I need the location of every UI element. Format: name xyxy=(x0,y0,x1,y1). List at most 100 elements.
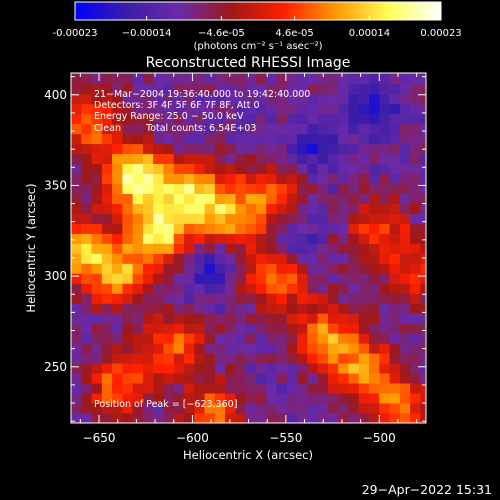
heatmap-cell xyxy=(81,223,92,234)
heatmap-cell xyxy=(142,193,154,204)
heatmap-cell xyxy=(122,293,134,304)
heatmap-cell xyxy=(163,163,175,175)
heatmap-cell xyxy=(348,403,360,414)
heatmap-cell xyxy=(410,413,421,423)
heatmap-cell xyxy=(81,383,92,394)
heatmap-cell xyxy=(317,293,329,304)
heatmap-cell xyxy=(410,223,421,234)
heatmap-cell xyxy=(317,133,329,145)
heatmap-cell xyxy=(389,73,401,85)
heatmap-cell xyxy=(379,333,390,344)
heatmap-cell xyxy=(266,253,277,264)
annotation-energy-range: Energy Range: 25.0 − 50.0 keV xyxy=(94,111,244,122)
heatmap-cell xyxy=(142,93,154,105)
heatmap-cell xyxy=(153,303,164,314)
heatmap-cell xyxy=(420,293,426,304)
heatmap-cell xyxy=(338,263,349,274)
heatmap-cell xyxy=(184,293,195,304)
heatmap-cell xyxy=(389,133,401,145)
heatmap-cell xyxy=(420,173,426,185)
heatmap-cell xyxy=(163,133,175,145)
heatmap-cell xyxy=(225,193,236,204)
heatmap-cell xyxy=(142,183,154,194)
heatmap-cell xyxy=(184,73,195,85)
heatmap-cell xyxy=(369,413,380,423)
heatmap-cell xyxy=(112,383,123,394)
heatmap-cell xyxy=(194,343,205,354)
heatmap-cell xyxy=(276,223,288,234)
heatmap-cell xyxy=(153,253,164,264)
heatmap-cell xyxy=(410,143,421,155)
heatmap-cell xyxy=(101,123,113,135)
heatmap-cell xyxy=(410,343,421,354)
heatmap-cell xyxy=(420,383,426,394)
heatmap-cell xyxy=(410,103,421,115)
heatmap-cell xyxy=(81,313,92,324)
heatmap-cell xyxy=(101,113,113,125)
heatmap-cell xyxy=(399,73,411,85)
heatmap-cell xyxy=(112,363,123,374)
heatmap-cell xyxy=(173,183,185,194)
heatmap-cell xyxy=(153,203,164,214)
heatmap-cell xyxy=(410,153,421,165)
heatmap-cell xyxy=(255,383,267,394)
heatmap-cell xyxy=(399,253,411,264)
heatmap-cell xyxy=(235,113,247,125)
heatmap-cell xyxy=(173,243,185,254)
heatmap-cell xyxy=(307,273,319,284)
heatmap-cell xyxy=(101,303,113,314)
heatmap-cell xyxy=(122,123,134,135)
heatmap-cell xyxy=(235,143,247,155)
heatmap-cell xyxy=(122,113,134,125)
heatmap-cell xyxy=(286,183,298,194)
heatmap-cell xyxy=(235,243,247,254)
heatmap-cell xyxy=(420,83,426,95)
heatmap-cell xyxy=(142,293,154,304)
heatmap-cell xyxy=(153,343,164,354)
heatmap-cell xyxy=(142,173,154,185)
heatmap-cell xyxy=(389,303,401,314)
heatmap-cell xyxy=(307,193,319,204)
heatmap-cell xyxy=(276,83,288,95)
heatmap-cell xyxy=(338,183,349,194)
heatmap-cell xyxy=(358,373,370,384)
heatmap-cell xyxy=(420,153,426,165)
heatmap-cell xyxy=(245,253,257,264)
heatmap-cell xyxy=(338,133,349,145)
heatmap-cell xyxy=(410,273,421,284)
heatmap-cell xyxy=(276,243,288,254)
heatmap-cell xyxy=(348,223,360,234)
heatmap-cell xyxy=(122,83,134,95)
heatmap-cell xyxy=(173,203,185,214)
heatmap-cell xyxy=(255,263,267,274)
heatmap-cell xyxy=(173,403,185,414)
heatmap-cell xyxy=(297,323,308,334)
heatmap-cell xyxy=(142,163,154,175)
heatmap-cell xyxy=(317,263,329,274)
heatmap-cell xyxy=(358,153,370,165)
heatmap-cell xyxy=(194,313,205,324)
heatmap-cell xyxy=(389,223,401,234)
heatmap-cell xyxy=(255,143,267,155)
heatmap-cell xyxy=(91,323,103,334)
heatmap-cell xyxy=(235,363,247,374)
heatmap-cell xyxy=(266,163,277,175)
heatmap-cell xyxy=(184,343,195,354)
heatmap-cell xyxy=(317,363,329,374)
heatmap-cell xyxy=(204,413,216,423)
heatmap-cell xyxy=(338,73,349,75)
heatmap-cell xyxy=(91,393,103,404)
heatmap-cell xyxy=(91,113,103,125)
heatmap-cell xyxy=(71,393,82,404)
heatmap-cell xyxy=(91,103,103,115)
heatmap-cell xyxy=(255,133,267,145)
colorbar-tick-label: -0.00023 xyxy=(53,28,98,39)
heatmap-cell xyxy=(204,73,216,75)
heatmap-cell xyxy=(379,213,390,224)
heatmap-cell xyxy=(81,343,92,354)
heatmap-cell xyxy=(204,123,216,135)
heatmap-cell xyxy=(399,113,411,125)
heatmap-cell xyxy=(81,293,92,304)
heatmap-cell xyxy=(142,373,154,384)
heatmap-cell xyxy=(379,273,390,284)
